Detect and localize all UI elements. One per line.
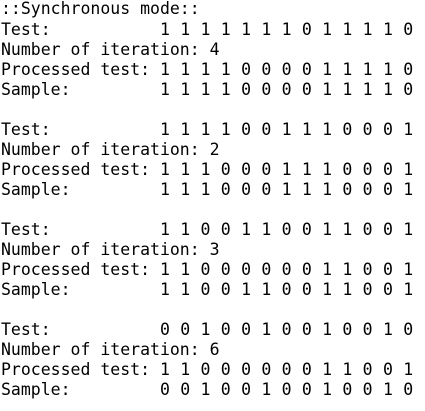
- processed-label: Processed test:: [1, 360, 151, 379]
- sample-bits: 0 0 1 0 0 1 0 0 1 0 0 1 0: [160, 380, 414, 399]
- blank-line: [1, 100, 425, 120]
- sample-line: Sample: 1 1 0 0 1 1 0 0 1 1 0 0 1: [1, 280, 425, 300]
- iteration-line: Number of iteration: 6: [1, 340, 425, 360]
- processed-bits: 1 1 0 0 0 0 0 0 1 1 0 0 1: [160, 360, 414, 379]
- blank-line: [1, 300, 425, 320]
- test-label: Test:: [1, 120, 51, 139]
- test-line: Test: 1 1 1 1 1 1 1 0 1 1 1 1 0: [1, 20, 425, 40]
- processed-bits: 1 1 0 0 0 0 0 0 1 1 0 0 1: [160, 260, 414, 279]
- iteration-line: Number of iteration: 2: [1, 140, 425, 160]
- processed-label: Processed test:: [1, 160, 151, 179]
- test-bits: 1 1 1 1 0 0 1 1 1 0 0 0 1: [160, 120, 414, 139]
- sample-label: Sample:: [1, 180, 71, 199]
- iteration-text: Number of iteration: 3: [1, 240, 220, 259]
- sample-label: Sample:: [1, 280, 71, 299]
- sample-label: Sample:: [1, 80, 71, 99]
- test-bits: 0 0 1 0 0 1 0 0 1 0 0 1 0: [160, 320, 414, 339]
- sample-line: Sample: 1 1 1 0 0 0 1 1 1 0 0 0 1: [1, 180, 425, 200]
- sample-bits: 1 1 0 0 1 1 0 0 1 1 0 0 1: [160, 280, 414, 299]
- sample-bits: 1 1 1 0 0 0 1 1 1 0 0 0 1: [160, 180, 414, 199]
- iteration-line: Number of iteration: 3: [1, 240, 425, 260]
- processed-label: Processed test:: [1, 60, 151, 79]
- sample-line: Sample: 0 0 1 0 0 1 0 0 1 0 0 1 0: [1, 380, 425, 400]
- processed-bits: 1 1 1 1 0 0 0 0 1 1 1 1 0: [160, 60, 414, 79]
- test-bits: 1 1 0 0 1 1 0 0 1 1 0 0 1: [160, 220, 414, 239]
- sample-line: Sample: 1 1 1 1 0 0 0 0 1 1 1 1 0: [1, 80, 425, 100]
- processed-label: Processed test:: [1, 260, 151, 279]
- test-line: Test: 0 0 1 0 0 1 0 0 1 0 0 1 0: [1, 320, 425, 340]
- iteration-text: Number of iteration: 4: [1, 40, 220, 59]
- processed-bits: 1 1 1 0 0 0 1 1 1 0 0 0 1: [160, 160, 414, 179]
- iteration-text: Number of iteration: 2: [1, 140, 220, 159]
- test-label: Test:: [1, 320, 51, 339]
- mode-title: ::Synchronous mode::: [1, 0, 200, 18]
- processed-line: Processed test: 1 1 0 0 0 0 0 0 1 1 0 0 …: [1, 260, 425, 280]
- iteration-text: Number of iteration: 6: [1, 340, 220, 359]
- sample-label: Sample:: [1, 380, 71, 399]
- test-line: Test: 1 1 0 0 1 1 0 0 1 1 0 0 1: [1, 220, 425, 240]
- test-label: Test:: [1, 20, 51, 39]
- processed-line: Processed test: 1 1 1 0 0 0 1 1 1 0 0 0 …: [1, 160, 425, 180]
- test-label: Test:: [1, 220, 51, 239]
- test-line: Test: 1 1 1 1 0 0 1 1 1 0 0 0 1: [1, 120, 425, 140]
- blank-line: [1, 200, 425, 220]
- processed-line: Processed test: 1 1 0 0 0 0 0 0 1 1 0 0 …: [1, 360, 425, 380]
- processed-line: Processed test: 1 1 1 1 0 0 0 0 1 1 1 1 …: [1, 60, 425, 80]
- iteration-line: Number of iteration: 4: [1, 40, 425, 60]
- test-bits: 1 1 1 1 1 1 1 0 1 1 1 1 0: [160, 20, 414, 39]
- sample-bits: 1 1 1 1 0 0 0 0 1 1 1 1 0: [160, 80, 414, 99]
